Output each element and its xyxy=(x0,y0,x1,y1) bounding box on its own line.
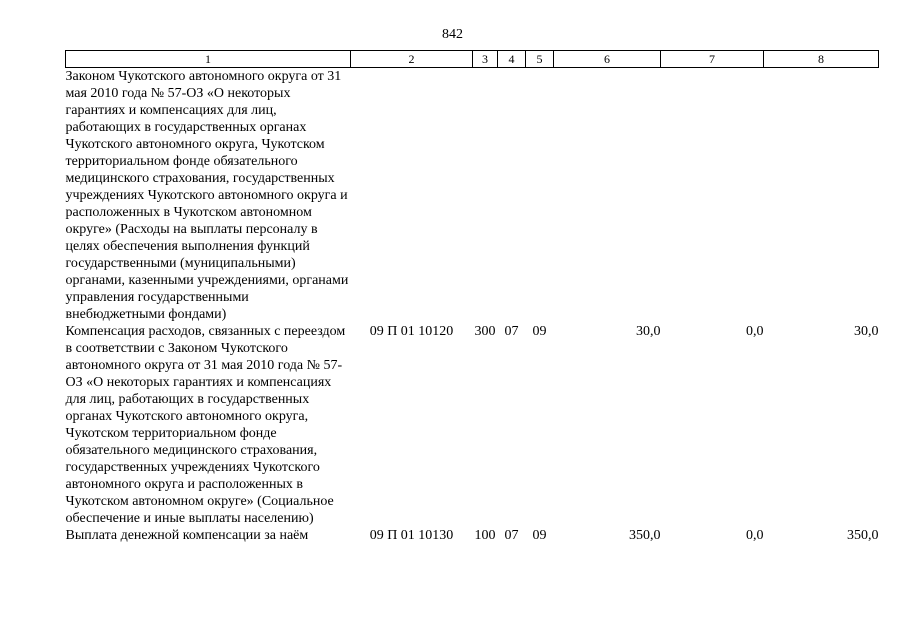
header-col-5: 5 xyxy=(525,50,554,68)
row-sum-fed: 0,0 xyxy=(746,324,764,339)
row-pr: 09 xyxy=(532,528,547,543)
row-vid xyxy=(473,68,498,324)
header-col-7: 7 xyxy=(660,50,764,68)
row-rz: 07 xyxy=(504,528,519,543)
page-number: 842 xyxy=(442,27,463,42)
row-pr xyxy=(526,68,554,324)
row-name: Выплата денежной компенсации за наём xyxy=(65,528,309,543)
row-sum-reg: 30,0 xyxy=(854,324,879,339)
row-rz: 07 xyxy=(504,324,519,339)
row-sum-reg: 350,0 xyxy=(847,528,879,543)
row-vid: 300 xyxy=(474,324,496,339)
table-row: Выплата денежной компенсации за наём 09 … xyxy=(66,527,879,544)
table-row: Законом Чукотского автономного округа от… xyxy=(66,68,879,324)
row-code: 09 П 01 10130 xyxy=(369,528,454,543)
row-name: Законом Чукотского автономного округа от… xyxy=(65,69,349,322)
row-sum-total xyxy=(554,68,661,324)
budget-table: 1 2 3 4 5 6 7 8 Законом Чукотского автон… xyxy=(65,50,879,544)
header-col-6: 6 xyxy=(553,50,661,68)
header-col-8: 8 xyxy=(763,50,879,68)
row-sum-fed xyxy=(661,68,764,324)
row-sum-total: 30,0 xyxy=(636,324,661,339)
row-code: 09 П 01 10120 xyxy=(369,324,454,339)
header-col-3: 3 xyxy=(472,50,498,68)
row-sum-fed: 0,0 xyxy=(746,528,764,543)
header-col-2: 2 xyxy=(350,50,473,68)
table-header-row: 1 2 3 4 5 6 7 8 xyxy=(65,50,879,68)
row-vid: 100 xyxy=(474,528,496,543)
row-code xyxy=(351,68,473,324)
header-col-1: 1 xyxy=(65,50,351,68)
row-sum-reg xyxy=(764,68,879,324)
header-col-4: 4 xyxy=(497,50,526,68)
row-name: Компенсация расходов, связанных с переез… xyxy=(65,324,346,526)
row-rz xyxy=(498,68,526,324)
row-pr: 09 xyxy=(532,324,547,339)
row-sum-total: 350,0 xyxy=(629,528,661,543)
table-row: Компенсация расходов, связанных с переез… xyxy=(66,323,879,527)
